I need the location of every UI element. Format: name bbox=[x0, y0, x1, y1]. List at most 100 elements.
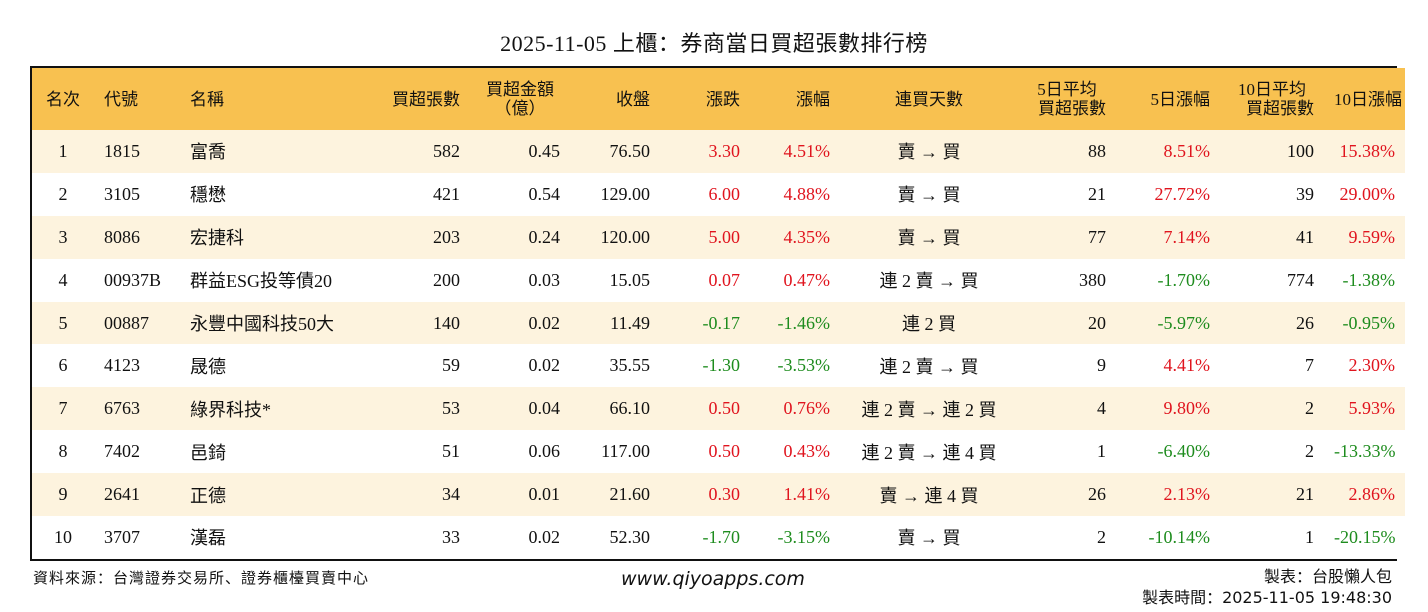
cell-pct5: -1.70% bbox=[1157, 269, 1211, 290]
cell-avg10-net-buy: 39 bbox=[1296, 183, 1314, 204]
cell-code: 00937B bbox=[104, 269, 162, 290]
cell-streak: 連 2 賣 → 連 2 買 bbox=[861, 399, 997, 420]
header-avg5-line2: 買超張數 bbox=[1038, 99, 1106, 118]
cell-pct10: 2.30% bbox=[1348, 355, 1396, 376]
cell-rank: 1 bbox=[58, 140, 68, 161]
cell-pct5: 9.80% bbox=[1163, 398, 1211, 419]
cell-pct10: -20.15% bbox=[1334, 526, 1396, 547]
cell-name: 群益ESG投等債20 bbox=[190, 271, 333, 292]
header-code: 代號 bbox=[104, 89, 138, 109]
cell-net-buy-lots: 140 bbox=[433, 312, 460, 333]
cell-avg5-net-buy: 380 bbox=[1079, 269, 1106, 290]
cell-avg10-net-buy: 100 bbox=[1287, 140, 1314, 161]
cell-net-buy-lots: 53 bbox=[442, 398, 460, 419]
header-pct5: 5日漲幅 bbox=[1150, 89, 1211, 109]
cell-rank: 8 bbox=[58, 441, 68, 462]
cell-pct5: 4.41% bbox=[1163, 355, 1211, 376]
cell-avg5-net-buy: 1 bbox=[1097, 441, 1106, 462]
cell-avg5-net-buy: 20 bbox=[1088, 312, 1106, 333]
cell-change-pct: 4.51% bbox=[783, 140, 831, 161]
cell-close: 21.60 bbox=[609, 484, 651, 505]
cell-name: 宏捷科 bbox=[190, 228, 244, 249]
cell-net-buy-amount: 0.06 bbox=[528, 441, 561, 462]
cell-streak: 賣 → 買 bbox=[897, 528, 961, 549]
cell-avg5-net-buy: 4 bbox=[1097, 398, 1106, 419]
cell-net-buy-amount: 0.02 bbox=[528, 526, 561, 547]
cell-pct10: 2.86% bbox=[1348, 484, 1396, 505]
cell-net-buy-amount: 0.02 bbox=[528, 355, 561, 376]
table-row: 3 8086 宏捷科 203 0.24 120.00 5.00 4.35% 賣 → 買 77 7.1… bbox=[32, 215, 1405, 259]
ranking-table-container: 名次 代號 名稱 買超張數 買超金額 （億） 收盤 漲跌 漲幅 連買天數 5日平… bbox=[30, 66, 1405, 561]
cell-rank: 2 bbox=[58, 183, 68, 204]
table-row: 4 00937B 群益ESG投等債20 200 0.03 15.05 0.07 0.47% 連 … bbox=[32, 258, 1405, 302]
table-row: 1 1815 富喬 582 0.45 76.50 3.30 4.51% 賣 → 買 88 8.51%… bbox=[32, 130, 1405, 173]
header-change-pct: 漲幅 bbox=[796, 89, 830, 109]
website-link[interactable]: www.qiyoapps.com bbox=[621, 568, 805, 590]
cell-change-pct: -3.53% bbox=[777, 355, 831, 376]
cell-pct5: 2.13% bbox=[1163, 484, 1211, 505]
cell-avg5-net-buy: 9 bbox=[1097, 355, 1106, 376]
cell-net-buy-lots: 59 bbox=[442, 355, 460, 376]
cell-change: -1.30 bbox=[702, 355, 741, 376]
cell-pct10: 29.00% bbox=[1339, 183, 1396, 204]
cell-net-buy-amount: 0.54 bbox=[528, 183, 561, 204]
cell-change-pct: 0.43% bbox=[783, 441, 831, 462]
header-avg10: 10日平均 買超張數 bbox=[1220, 68, 1324, 130]
data-source: 資料來源：台灣證券交易所、證券櫃檯買賣中心 bbox=[33, 571, 370, 587]
cell-pct5: 7.14% bbox=[1163, 226, 1211, 247]
header-net-buy-amount: 買超金額 （億） bbox=[470, 68, 570, 130]
cell-avg10-net-buy: 26 bbox=[1296, 312, 1314, 333]
cell-net-buy-amount: 0.45 bbox=[528, 140, 561, 161]
cell-code: 8086 bbox=[104, 226, 140, 247]
page-title: 2025-11-05 上櫃：券商當日買超張數排行榜 bbox=[500, 31, 928, 56]
cell-close: 76.50 bbox=[609, 140, 651, 161]
cell-change-pct: 4.35% bbox=[783, 226, 831, 247]
cell-close: 117.00 bbox=[601, 441, 650, 462]
cell-change: 0.50 bbox=[708, 398, 741, 419]
header-rank: 名次 bbox=[46, 89, 80, 109]
cell-avg5-net-buy: 88 bbox=[1088, 140, 1106, 161]
cell-streak: 連 2 買 bbox=[902, 314, 956, 334]
cell-avg10-net-buy: 7 bbox=[1305, 355, 1314, 376]
cell-name: 穩懋 bbox=[190, 185, 226, 206]
cell-avg10-net-buy: 2 bbox=[1305, 398, 1314, 419]
cell-change: -0.17 bbox=[702, 312, 741, 333]
cell-pct5: 27.72% bbox=[1154, 183, 1211, 204]
cell-pct10: -1.38% bbox=[1342, 269, 1396, 290]
cell-name: 永豐中國科技50大 bbox=[190, 314, 334, 334]
cell-code: 3105 bbox=[104, 183, 140, 204]
cell-name: 漢磊 bbox=[190, 528, 226, 549]
cell-pct10: 5.93% bbox=[1348, 398, 1396, 419]
cell-net-buy-amount: 0.04 bbox=[528, 398, 561, 419]
cell-close: 15.05 bbox=[609, 269, 651, 290]
cell-code: 00887 bbox=[104, 312, 149, 333]
header-avg10-line2: 買超張數 bbox=[1246, 99, 1314, 118]
cell-avg5-net-buy: 21 bbox=[1088, 183, 1106, 204]
cell-name: 富喬 bbox=[190, 142, 226, 163]
cell-pct5: -10.14% bbox=[1148, 526, 1211, 547]
cell-pct10: 9.59% bbox=[1348, 226, 1396, 247]
cell-pct10: -13.33% bbox=[1334, 441, 1396, 462]
cell-close: 52.30 bbox=[609, 526, 651, 547]
cell-change-pct: -3.15% bbox=[777, 526, 831, 547]
table-row: 10 3707 漢磊 33 0.02 52.30 -1.70 -3.15% 賣 → 買 2 -10.… bbox=[32, 516, 1405, 559]
cell-net-buy-lots: 421 bbox=[433, 183, 460, 204]
cell-streak: 賣 → 買 bbox=[897, 228, 961, 249]
cell-net-buy-amount: 0.02 bbox=[528, 312, 561, 333]
cell-net-buy-lots: 582 bbox=[433, 140, 460, 161]
cell-close: 129.00 bbox=[600, 183, 651, 204]
cell-change: 0.50 bbox=[708, 441, 741, 462]
cell-rank: 10 bbox=[54, 526, 72, 547]
cell-rank: 4 bbox=[58, 269, 68, 290]
cell-change: -1.70 bbox=[702, 526, 741, 547]
cell-change: 3.30 bbox=[708, 140, 741, 161]
table-row: 7 6763 綠界科技* 53 0.04 66.10 0.50 0.76% 連 2 賣 → 連 … bbox=[32, 387, 1405, 431]
cell-change-pct: 0.47% bbox=[783, 269, 831, 290]
cell-close: 11.49 bbox=[610, 312, 650, 333]
cell-net-buy-lots: 34 bbox=[442, 484, 460, 505]
cell-pct5: -5.97% bbox=[1157, 312, 1211, 333]
header-avg10-line1: 10日平均 bbox=[1238, 80, 1306, 99]
cell-avg10-net-buy: 2 bbox=[1305, 441, 1314, 462]
cell-change: 5.00 bbox=[708, 226, 741, 247]
cell-change-pct: 1.41% bbox=[783, 484, 831, 505]
